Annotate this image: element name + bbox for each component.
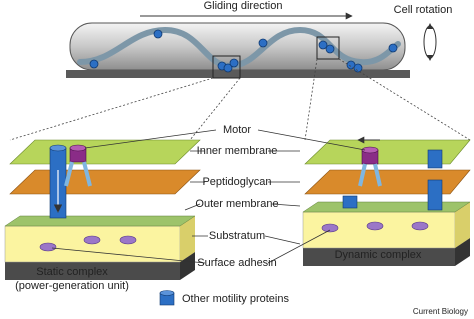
legend-label: Other motility proteins <box>182 293 289 305</box>
credit: Current Biology <box>413 307 468 316</box>
direction-label: Gliding direction <box>204 0 283 12</box>
dynamic-stack <box>302 136 471 266</box>
zoom-box <box>316 36 340 60</box>
zoom-box <box>212 55 241 79</box>
label-peptidoglycan: Peptidoglycan <box>202 176 271 188</box>
label-motor: Motor <box>223 124 251 136</box>
proteins <box>89 29 398 73</box>
label-outer-membrane: Outer membrane <box>195 198 278 210</box>
dynamic-complex-label: Dynamic complex <box>335 249 422 261</box>
legend: Other motility proteins <box>159 290 289 306</box>
helical-track <box>77 26 401 70</box>
rotation-arrow <box>423 25 437 59</box>
substrate-bar <box>66 70 410 78</box>
label-substratum: Substratum <box>209 230 265 242</box>
rotation-arrowheads <box>427 23 433 61</box>
static-complex-label: (power-generation unit) <box>15 280 129 292</box>
label-surface-adhesin: Surface adhesin <box>197 257 277 269</box>
label-inner-membrane: Inner membrane <box>197 145 278 157</box>
static-stack <box>4 139 201 280</box>
rotation-label: Cell rotation <box>394 4 453 16</box>
leader-lines <box>51 129 366 264</box>
static-complex-label: Static complex <box>36 266 108 278</box>
cell-view: Gliding direction Cell rotation <box>9 0 471 141</box>
